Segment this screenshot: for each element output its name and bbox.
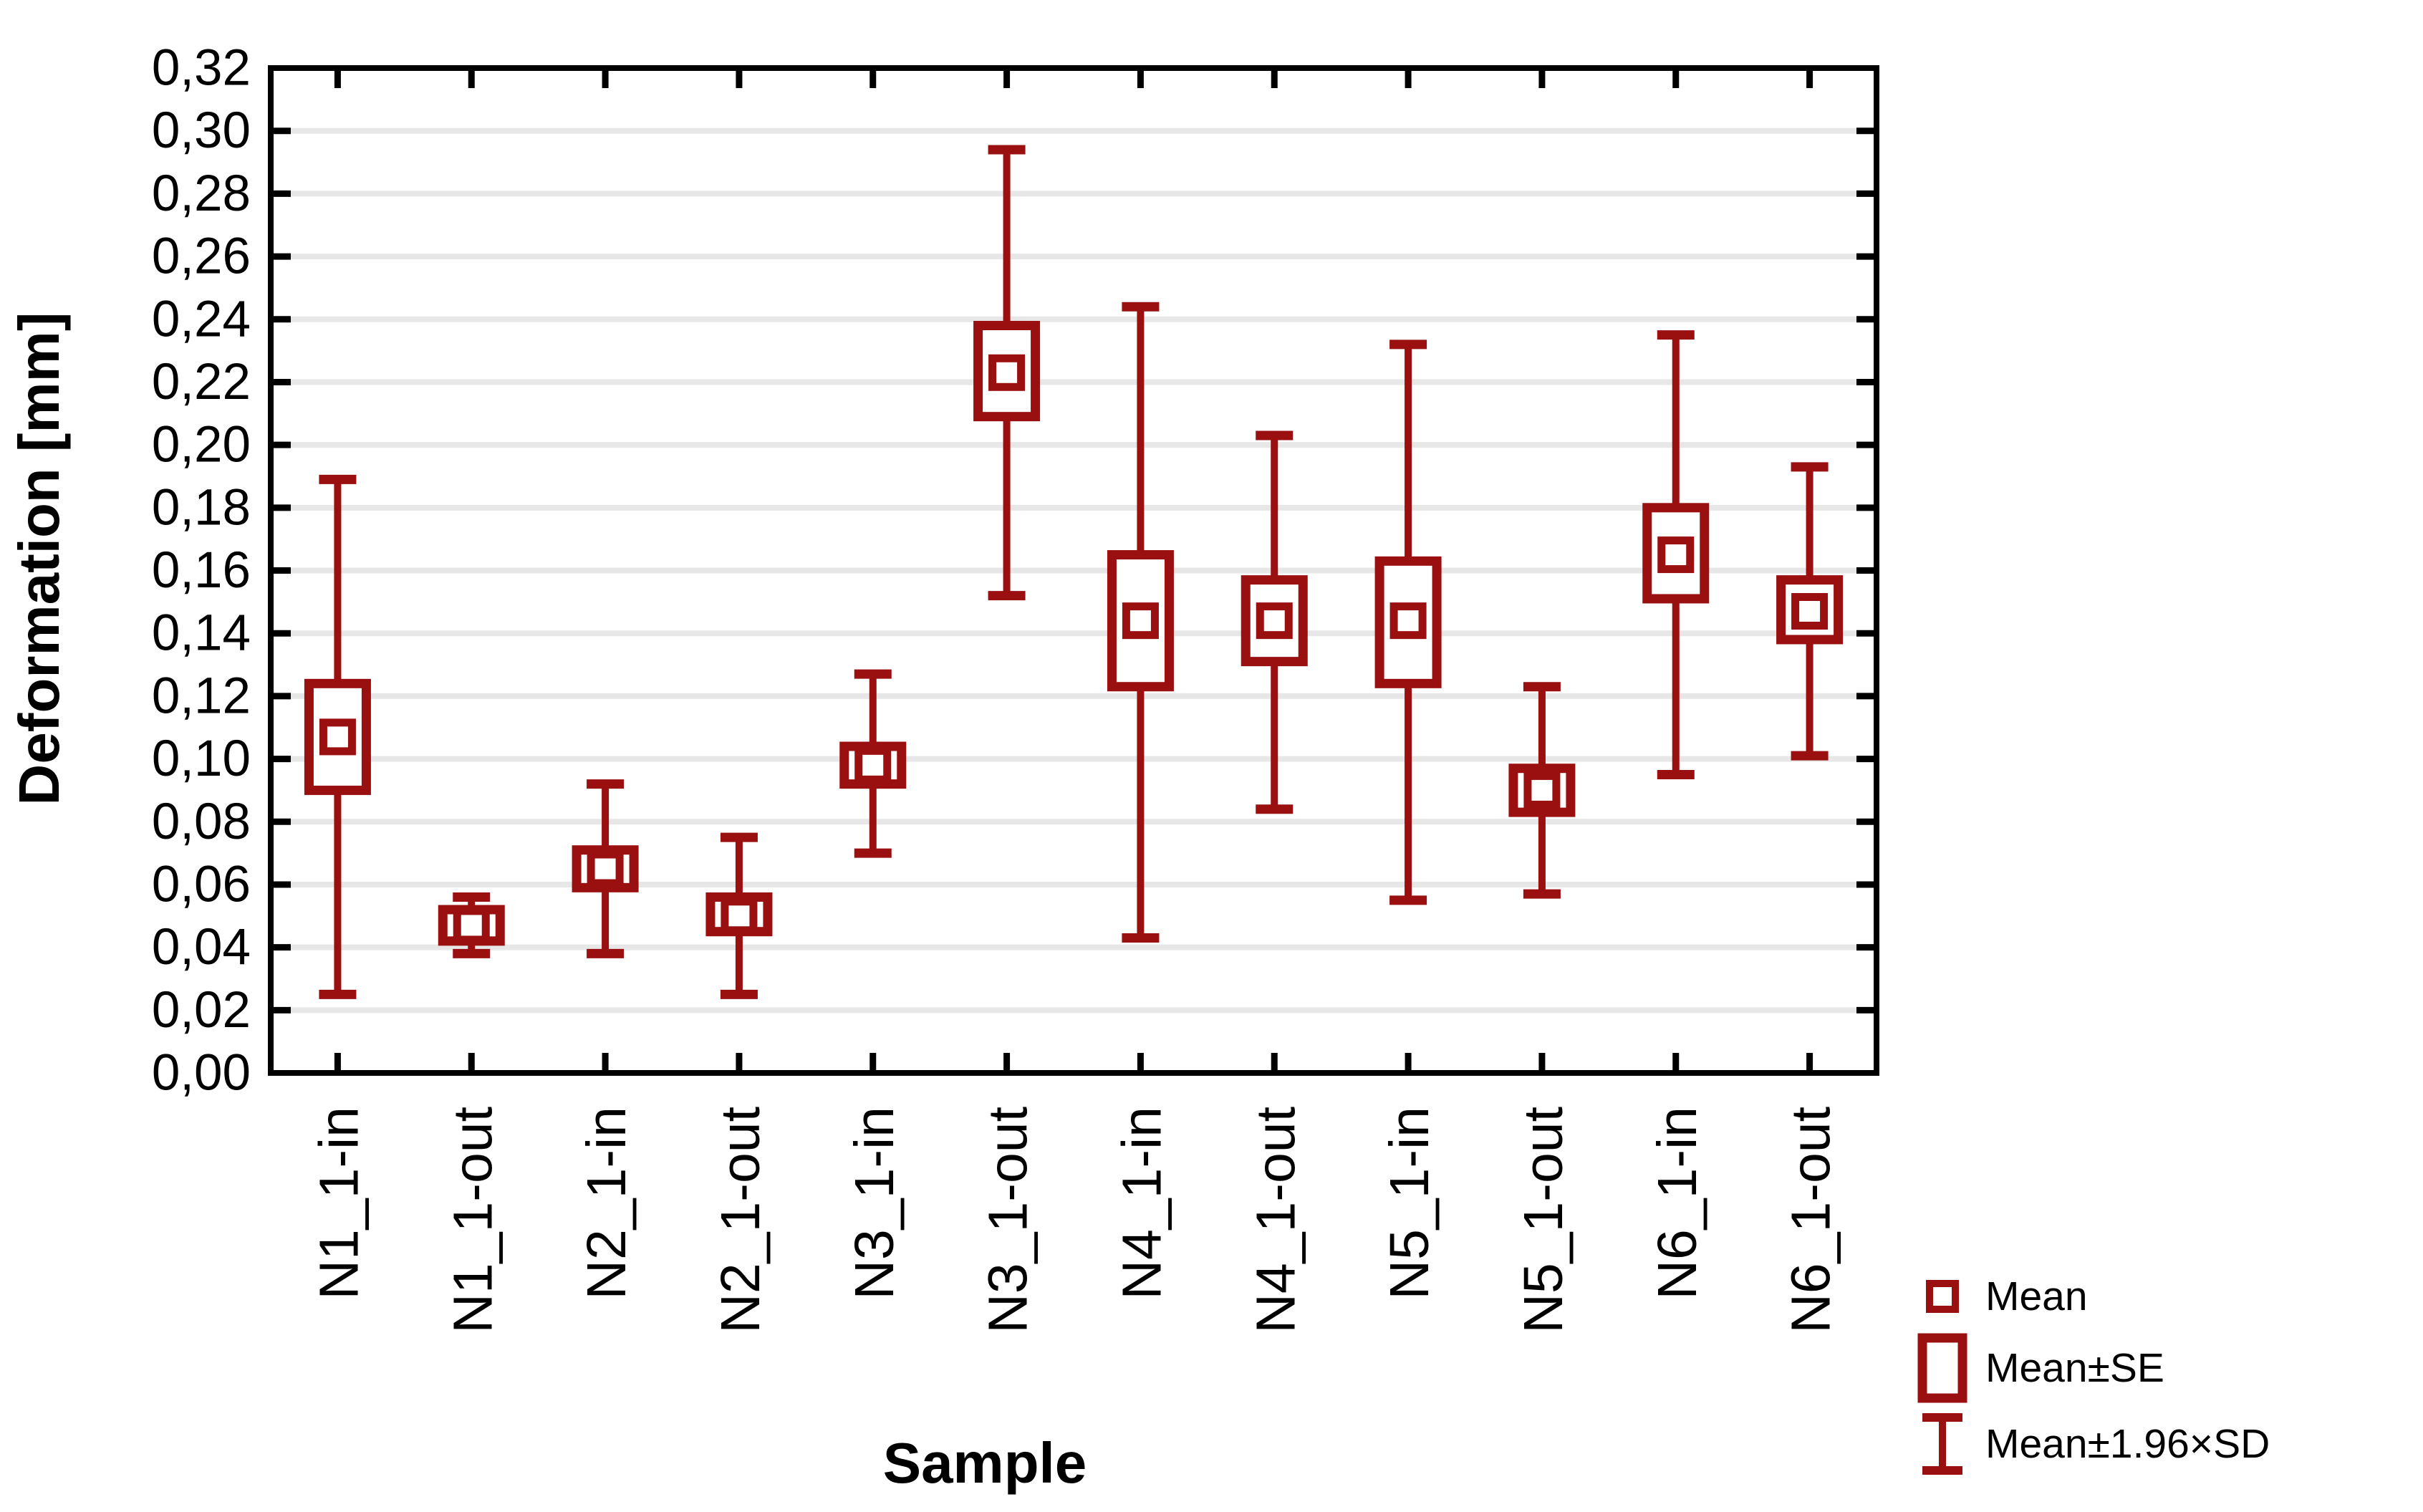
box-plot-sample-N6_1-out — [1776, 462, 1844, 761]
legend-item-mean-square: Mean — [1926, 1273, 2088, 1319]
box-plot-sample-N2_1-out — [705, 832, 773, 999]
legend-label: Mean±SE — [1985, 1345, 2164, 1391]
mean-marker — [587, 850, 624, 887]
y-tick-label: 0,18 — [152, 479, 251, 536]
legend-item-se-box: Mean±SE — [1917, 1333, 2164, 1403]
x-tick-label: N4_1-out — [1245, 1107, 1306, 1334]
mean-marker — [988, 354, 1026, 391]
y-tick-label: 0,16 — [152, 542, 251, 599]
plot-frame — [268, 65, 1879, 1076]
y-tick-label: 0,24 — [152, 291, 251, 347]
box-plot-sample-N2_1-in — [572, 779, 639, 958]
legend-mean-square-icon — [1926, 1280, 1959, 1313]
y-tick-label: 0,10 — [152, 731, 251, 787]
y-tick-label: 0,26 — [152, 228, 251, 285]
x-tick-label: N4_1-in — [1111, 1107, 1172, 1300]
x-tick-label: N2_1-in — [576, 1107, 637, 1300]
box-plot-sample-N5_1-out — [1508, 682, 1576, 899]
y-tick-label: 0,32 — [152, 40, 251, 97]
y-axis-title: Deformation [mm] — [7, 312, 71, 806]
y-tick-label: 0,30 — [152, 102, 251, 159]
x-axis-title: Sample — [883, 1431, 1087, 1495]
mean-marker — [319, 718, 356, 756]
y-tick-label: 0,28 — [152, 165, 251, 222]
y-tick-label: 0,20 — [152, 417, 251, 473]
y-tick-label: 0,06 — [152, 856, 251, 913]
box-plot-sample-N3_1-in — [839, 669, 907, 858]
mean-marker — [1122, 602, 1159, 640]
legend-label: Mean±1.96×SD — [1985, 1421, 2270, 1467]
x-tick-label: N5_1-in — [1379, 1107, 1440, 1300]
x-tick-label: N1_1-out — [442, 1107, 504, 1334]
mean-marker — [1256, 602, 1293, 640]
mean-marker — [453, 907, 490, 944]
mean-marker — [1523, 771, 1561, 809]
box-plot-sample-N4_1-in — [1107, 302, 1174, 943]
x-tick-label: N6_1-out — [1781, 1107, 1842, 1334]
box-plot-sample-N1_1-out — [438, 892, 505, 958]
box-plot-sample-N4_1-out — [1241, 430, 1308, 814]
y-tick-label: 0,02 — [152, 982, 251, 1039]
y-tick-label: 0,12 — [152, 668, 251, 724]
mean-marker — [1657, 536, 1695, 574]
legend-item-sd-whisker: Mean±1.96×SD — [1922, 1413, 2270, 1475]
box-plot-sample-N6_1-in — [1642, 330, 1710, 779]
x-tick-label: N6_1-in — [1647, 1107, 1708, 1300]
mean-marker — [721, 897, 758, 935]
legend: Mean Mean±SE Mean±1.96×SD — [1917, 1273, 2270, 1475]
y-tick-label: 0,22 — [152, 354, 251, 410]
mean-marker — [854, 746, 892, 784]
box-plot-sample-N1_1-in — [304, 474, 371, 999]
x-tick-label: N3_1-in — [844, 1107, 905, 1300]
box-plot-sample-N3_1-out — [973, 145, 1041, 601]
legend-se-box-icon — [1917, 1333, 1967, 1403]
y-tick-label: 0,08 — [152, 794, 251, 850]
legend-label: Mean — [1985, 1273, 2088, 1319]
mean-marker — [1791, 592, 1829, 630]
y-tick-label: 0,04 — [152, 919, 251, 976]
x-tick-label: N3_1-out — [978, 1107, 1039, 1334]
x-tick-label: N1_1-in — [308, 1107, 370, 1300]
x-tick-label: N2_1-out — [710, 1107, 771, 1334]
x-tick-label: N5_1-out — [1513, 1107, 1574, 1334]
mean-marker — [1389, 602, 1427, 640]
box-plot-sample-N5_1-in — [1374, 340, 1442, 905]
y-tick-label: 0,00 — [152, 1045, 251, 1102]
y-tick-label: 0,14 — [152, 605, 251, 662]
